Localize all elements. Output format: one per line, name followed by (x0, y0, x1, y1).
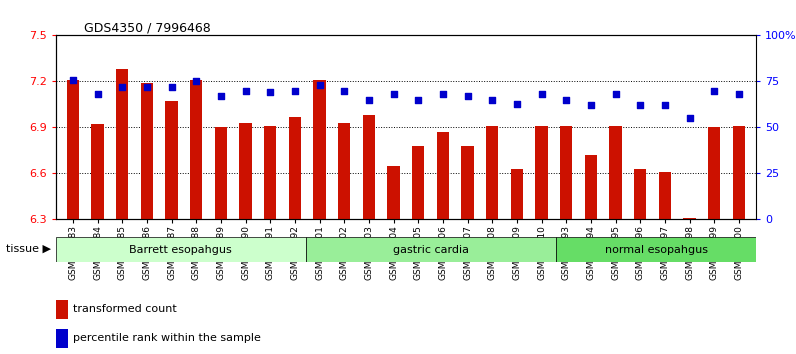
Text: Barrett esopahgus: Barrett esopahgus (130, 245, 232, 255)
Bar (166, 101, 178, 219)
Text: GDS4350 / 7996468: GDS4350 / 7996468 (84, 21, 210, 34)
Bar (264, 126, 276, 219)
Bar (733, 126, 745, 219)
Point (658, 103, 671, 108)
Bar (92, 124, 103, 219)
Bar (659, 172, 671, 219)
Point (363, 97, 376, 103)
Bar (289, 117, 301, 219)
Point (535, 91, 548, 97)
Bar (67, 80, 79, 219)
Point (314, 82, 326, 88)
Point (141, 84, 154, 90)
Text: gastric cardia: gastric cardia (393, 245, 469, 255)
Point (510, 101, 523, 106)
Bar (560, 126, 572, 219)
Point (338, 88, 351, 93)
Point (264, 90, 277, 95)
Point (609, 91, 622, 97)
Point (560, 97, 572, 103)
Point (584, 103, 597, 108)
Point (436, 91, 449, 97)
Point (166, 84, 178, 90)
Point (732, 91, 745, 97)
Text: normal esopahgus: normal esopahgus (605, 245, 708, 255)
Point (634, 103, 646, 108)
Bar (116, 69, 128, 219)
Bar (708, 127, 720, 219)
Point (388, 91, 400, 97)
Point (683, 115, 696, 121)
Bar (56, 329, 68, 348)
Point (708, 88, 720, 93)
Bar (56, 300, 68, 319)
Bar (240, 123, 252, 219)
Text: transformed count: transformed count (73, 304, 177, 314)
Bar (363, 115, 375, 219)
Point (412, 97, 424, 103)
Point (190, 79, 203, 84)
Point (92, 91, 104, 97)
Bar (314, 80, 326, 219)
Bar (388, 166, 400, 219)
Bar (141, 83, 153, 219)
Bar (634, 169, 646, 219)
Bar (486, 126, 498, 219)
Bar (610, 126, 622, 219)
Point (461, 93, 474, 99)
Bar (536, 126, 548, 219)
FancyBboxPatch shape (306, 237, 556, 262)
Text: percentile rank within the sample: percentile rank within the sample (73, 333, 261, 343)
Point (67, 77, 80, 82)
Bar (585, 155, 597, 219)
Point (486, 97, 498, 103)
Bar (215, 127, 227, 219)
FancyBboxPatch shape (56, 237, 306, 262)
Point (215, 93, 228, 99)
Bar (190, 80, 202, 219)
Bar (412, 146, 424, 219)
Bar (684, 218, 696, 219)
Bar (338, 123, 350, 219)
Bar (511, 169, 523, 219)
Text: tissue ▶: tissue ▶ (6, 243, 51, 253)
Bar (437, 132, 449, 219)
FancyBboxPatch shape (556, 237, 756, 262)
Bar (462, 146, 474, 219)
Point (240, 88, 252, 93)
Point (116, 84, 129, 90)
Point (289, 88, 302, 93)
